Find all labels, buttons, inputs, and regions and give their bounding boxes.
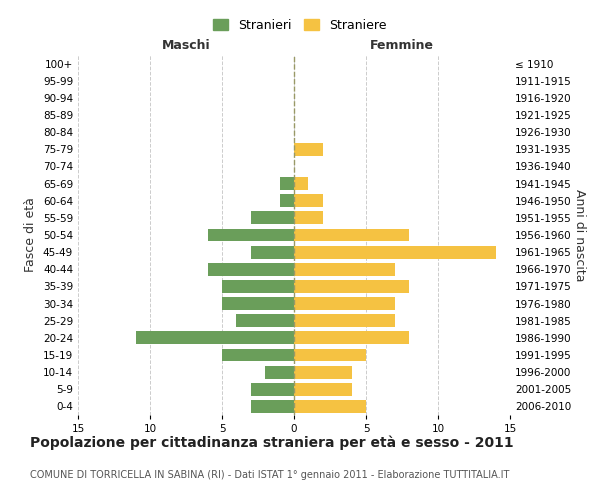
Text: Femmine: Femmine bbox=[370, 38, 434, 52]
Bar bbox=[294, 400, 366, 413]
Bar bbox=[222, 348, 294, 362]
Bar bbox=[294, 263, 395, 276]
Bar bbox=[294, 246, 496, 258]
Bar bbox=[294, 177, 308, 190]
Bar bbox=[294, 194, 323, 207]
Bar bbox=[222, 297, 294, 310]
Bar bbox=[294, 314, 395, 327]
Bar bbox=[294, 143, 323, 156]
Bar bbox=[294, 383, 352, 396]
Bar bbox=[294, 297, 395, 310]
Text: Popolazione per cittadinanza straniera per età e sesso - 2011: Popolazione per cittadinanza straniera p… bbox=[30, 435, 514, 450]
Bar bbox=[294, 366, 352, 378]
Y-axis label: Fasce di età: Fasce di età bbox=[25, 198, 37, 272]
Bar bbox=[136, 332, 294, 344]
Y-axis label: Anni di nascita: Anni di nascita bbox=[572, 188, 586, 281]
Bar bbox=[294, 228, 409, 241]
Bar bbox=[294, 212, 323, 224]
Bar bbox=[208, 263, 294, 276]
Text: COMUNE DI TORRICELLA IN SABINA (RI) - Dati ISTAT 1° gennaio 2011 - Elaborazione : COMUNE DI TORRICELLA IN SABINA (RI) - Da… bbox=[30, 470, 509, 480]
Bar bbox=[294, 348, 366, 362]
Bar bbox=[236, 314, 294, 327]
Bar bbox=[294, 332, 409, 344]
Bar bbox=[280, 194, 294, 207]
Bar bbox=[222, 280, 294, 293]
Bar bbox=[280, 177, 294, 190]
Legend: Stranieri, Straniere: Stranieri, Straniere bbox=[208, 14, 392, 37]
Bar bbox=[251, 246, 294, 258]
Bar bbox=[251, 212, 294, 224]
Bar bbox=[251, 383, 294, 396]
Bar bbox=[208, 228, 294, 241]
Bar bbox=[294, 280, 409, 293]
Bar bbox=[265, 366, 294, 378]
Text: Maschi: Maschi bbox=[161, 38, 211, 52]
Bar bbox=[251, 400, 294, 413]
